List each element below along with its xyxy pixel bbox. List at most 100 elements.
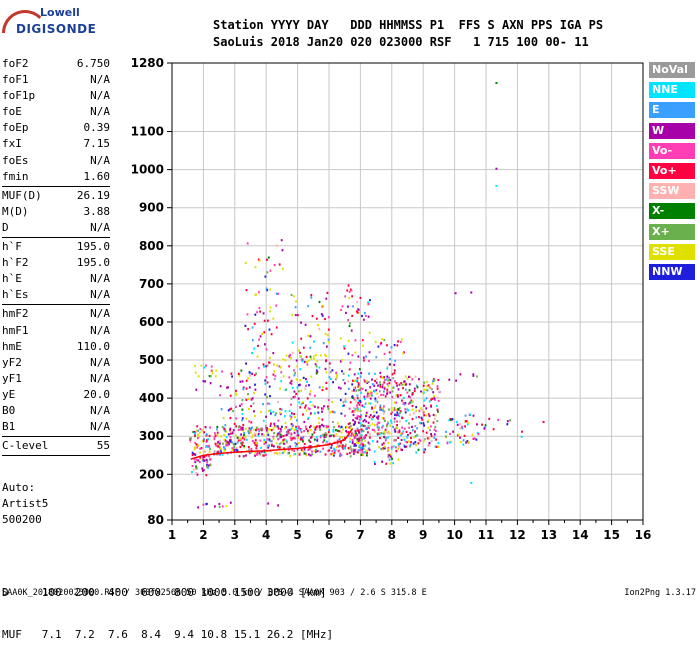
echo-point <box>348 324 351 328</box>
echo-point <box>347 352 350 355</box>
param-value: N/A <box>90 307 110 321</box>
echo-point <box>433 428 436 431</box>
echo-point <box>292 396 295 399</box>
echo-point <box>484 424 487 427</box>
echo-point <box>422 422 425 425</box>
echo-point <box>309 445 312 448</box>
echo-point <box>217 450 220 453</box>
echo-point <box>375 356 378 359</box>
echo-point <box>317 411 320 414</box>
echo-point <box>350 329 353 332</box>
param-row-yf2: yF2 N/A <box>2 355 110 371</box>
echo-point <box>476 423 478 426</box>
echo-point <box>221 370 223 373</box>
echo-point <box>300 431 303 434</box>
echo-point <box>296 430 299 433</box>
echo-point <box>413 387 416 390</box>
x-tick-label: 2 <box>199 528 207 542</box>
echo-point <box>396 427 399 430</box>
echo-point <box>235 448 238 451</box>
echo-point <box>266 402 269 405</box>
echo-point <box>397 413 400 416</box>
echo-point <box>282 375 285 378</box>
echo-point <box>237 439 240 442</box>
echo-point <box>258 452 261 455</box>
echo-point <box>343 347 346 350</box>
echo-point <box>328 428 330 432</box>
echo-point <box>351 440 354 443</box>
echo-point <box>337 445 340 448</box>
echo-point <box>374 390 376 393</box>
echo-point <box>309 429 312 432</box>
echo-point <box>195 388 198 391</box>
echo-point <box>399 432 402 435</box>
echo-point <box>403 383 406 386</box>
echo-point <box>460 440 462 444</box>
echo-point <box>238 426 240 429</box>
echo-point <box>339 444 342 447</box>
legend-item-nne: NNE <box>649 82 695 99</box>
echo-point <box>391 390 394 393</box>
echo-point <box>367 315 370 318</box>
echo-point <box>428 400 431 403</box>
echo-point <box>248 386 251 389</box>
echo-point <box>434 445 437 448</box>
echo-point <box>357 415 360 418</box>
echo-point <box>199 447 202 450</box>
echo-point <box>313 357 315 361</box>
echo-point <box>309 448 311 451</box>
echo-point <box>389 358 391 361</box>
echo-point <box>290 293 293 297</box>
echo-point <box>304 425 307 428</box>
echo-point <box>360 433 363 437</box>
echo-point <box>353 410 356 413</box>
echo-point <box>282 358 284 361</box>
echo-point <box>382 409 384 412</box>
echo-point <box>289 381 292 384</box>
echo-point <box>322 447 324 450</box>
echo-point <box>313 431 316 434</box>
echo-point <box>226 441 229 444</box>
echo-point <box>506 423 509 426</box>
echo-point <box>208 444 210 448</box>
echo-point <box>352 389 355 392</box>
echo-point <box>266 271 269 274</box>
echo-point <box>219 394 221 397</box>
param-row-mufd: MUF(D) 26.19 <box>2 188 110 204</box>
echo-point <box>295 443 298 446</box>
x-tick-label: 3 <box>231 528 239 542</box>
echo-point <box>475 438 478 441</box>
echo-point <box>426 385 429 388</box>
echo-point <box>291 341 294 344</box>
echo-point <box>263 331 266 334</box>
echo-point <box>377 345 380 348</box>
echo-point <box>394 369 396 372</box>
echo-point <box>398 430 401 433</box>
param-value: N/A <box>90 403 110 417</box>
echo-point <box>368 436 371 439</box>
muf-row: MUF 7.1 7.2 7.6 8.4 9.4 10.8 15.1 26.2 [… <box>2 628 334 641</box>
echo-point <box>398 415 401 418</box>
echo-point <box>324 332 327 335</box>
echo-point <box>211 372 214 375</box>
echo-point <box>311 450 313 453</box>
echo-point <box>295 378 298 381</box>
echo-point <box>300 448 303 451</box>
echo-point <box>361 446 364 449</box>
echo-point <box>229 408 231 411</box>
echo-point <box>318 366 321 369</box>
echo-point <box>396 411 399 414</box>
echo-point <box>299 429 302 432</box>
echo-point <box>288 365 291 368</box>
echo-point <box>384 439 387 442</box>
echo-point <box>400 438 403 441</box>
echo-point <box>391 457 393 460</box>
echo-point <box>425 407 428 410</box>
echo-point <box>296 448 299 451</box>
echo-point <box>355 400 357 403</box>
echo-point <box>259 428 261 431</box>
echo-point <box>357 408 359 411</box>
echo-point <box>457 433 460 436</box>
echo-point <box>203 366 206 369</box>
echo-point <box>340 454 343 457</box>
